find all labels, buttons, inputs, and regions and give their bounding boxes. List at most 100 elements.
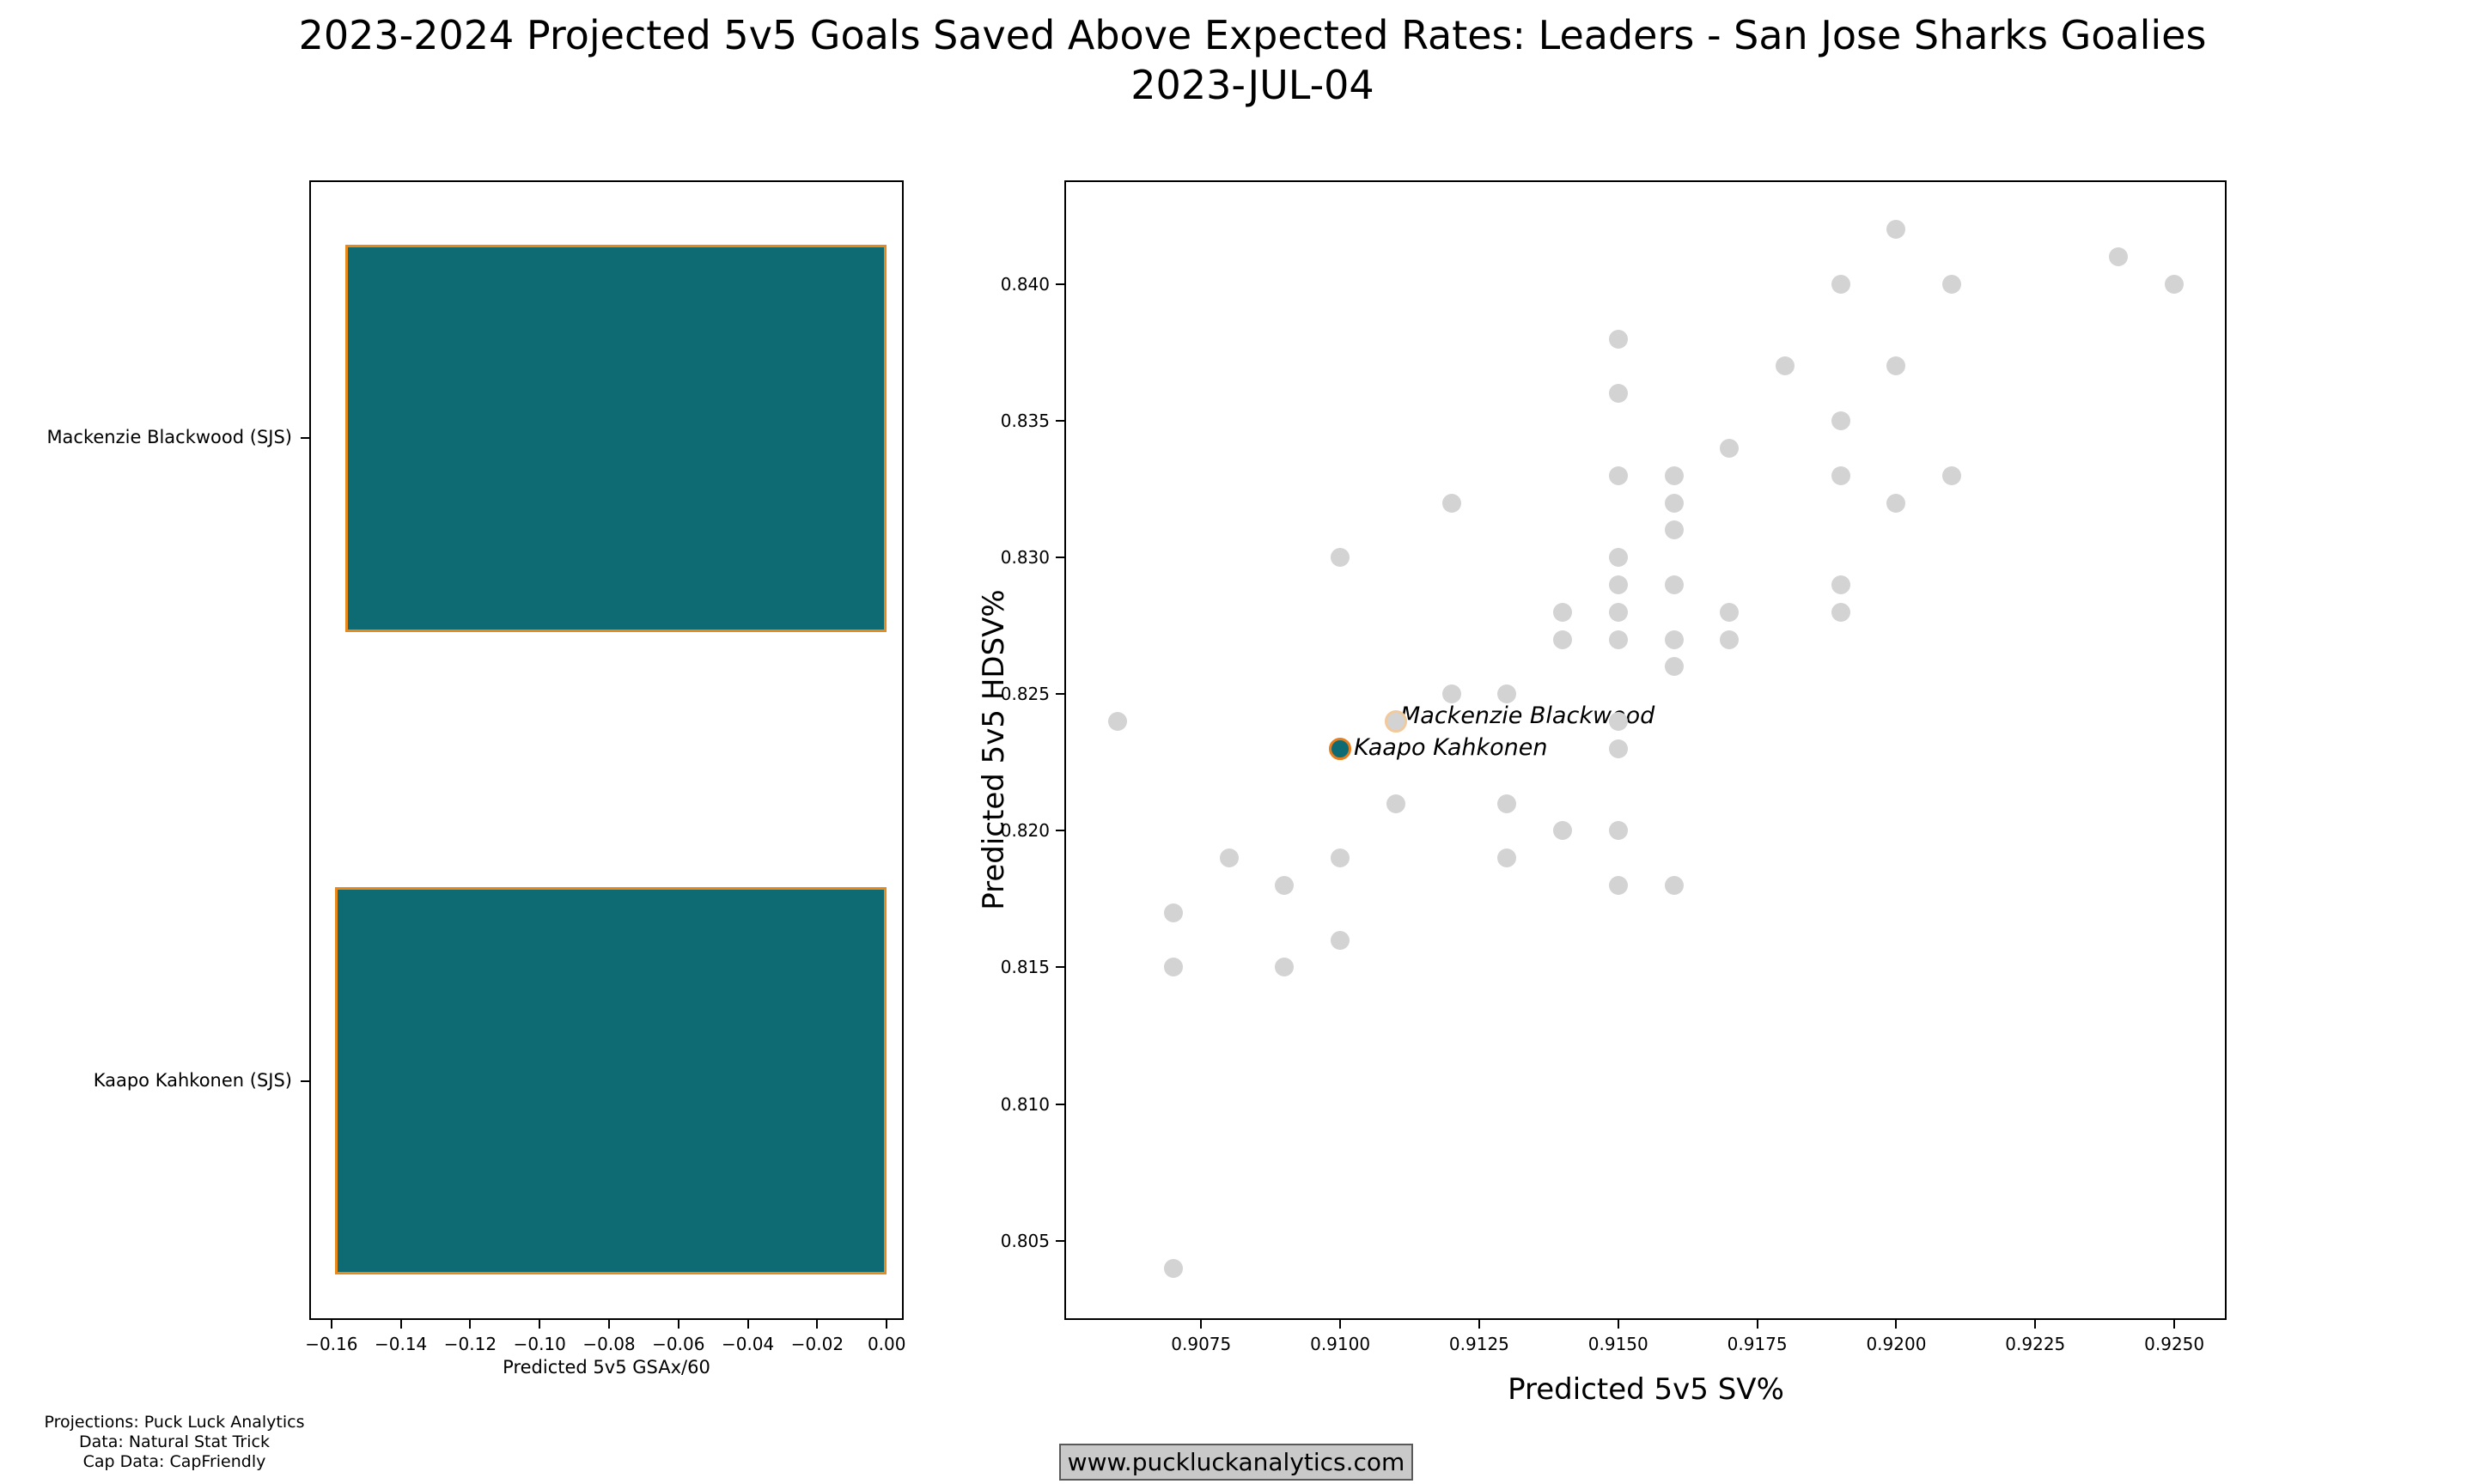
- scatter-point: [1553, 821, 1573, 841]
- bar-x-tick-label: −0.12: [443, 1334, 497, 1354]
- scatter-point: [1608, 629, 1628, 649]
- scatter-y-axis-label: Predicted 5v5 HDSV%: [977, 589, 1011, 910]
- scatter-x-tick-label: 0.9200: [1866, 1334, 1927, 1354]
- scatter-point: [1608, 384, 1628, 404]
- bar-x-tick: [539, 1320, 541, 1329]
- bar-y-tick: [301, 1080, 309, 1082]
- scatter-point: [1163, 1258, 1183, 1278]
- scatter-point: [1775, 356, 1795, 376]
- scatter-point: [1720, 602, 1740, 622]
- scatter-x-tick-label: 0.9150: [1587, 1334, 1648, 1354]
- scatter-point: [1608, 329, 1628, 349]
- bar-x-tick: [886, 1320, 888, 1329]
- bar-x-tick-label: −0.14: [374, 1334, 428, 1354]
- bar-x-tick: [330, 1320, 332, 1329]
- scatter-point: [1831, 575, 1850, 594]
- scatter-x-tick: [2173, 1320, 2176, 1329]
- bar-x-tick-label: −0.02: [790, 1334, 844, 1354]
- scatter-point: [1942, 274, 1962, 294]
- scatter-x-tick: [1617, 1320, 1619, 1329]
- scatter-y-tick: [1056, 693, 1064, 696]
- scatter-y-tick: [1056, 1103, 1064, 1105]
- bar-x-tick-label: −0.16: [305, 1334, 358, 1354]
- scatter-x-tick-label: 0.9250: [2144, 1334, 2205, 1354]
- scatter-point: [1497, 684, 1517, 704]
- scatter-point: [1608, 548, 1628, 568]
- scatter-point: [1163, 903, 1183, 922]
- scatter-point: [1275, 958, 1295, 977]
- figure-title: 2023-2024 Projected 5v5 Goals Saved Abov…: [299, 10, 2207, 110]
- scatter-point: [1608, 821, 1628, 841]
- bar-chart-x-axis-label: Predicted 5v5 GSAx/60: [503, 1357, 710, 1378]
- scatter-point: [1664, 657, 1684, 677]
- scatter-point: [1608, 876, 1628, 896]
- scatter-point: [1831, 602, 1850, 622]
- scatter-y-tick-label: 0.815: [1000, 957, 1050, 978]
- scatter-point: [1886, 356, 1906, 376]
- scatter-x-tick: [1756, 1320, 1758, 1329]
- scatter-x-tick: [1200, 1320, 1203, 1329]
- scatter-point: [1664, 520, 1684, 540]
- scatter-point: [1720, 438, 1740, 458]
- scatter-x-tick: [1478, 1320, 1480, 1329]
- bar-x-tick: [816, 1320, 819, 1329]
- scatter-point: [1831, 274, 1850, 294]
- scatter-y-tick-label: 0.835: [1000, 411, 1050, 432]
- bar-y-tick: [301, 437, 309, 440]
- scatter-point: [1108, 712, 1128, 732]
- scatter-point: [1219, 848, 1239, 868]
- scatter-point: [1664, 876, 1684, 896]
- scatter-point: [1720, 629, 1740, 649]
- scatter-point: [1331, 548, 1350, 568]
- bar-x-tick: [469, 1320, 472, 1329]
- scatter-y-tick: [1056, 830, 1064, 832]
- scatter-y-tick: [1056, 966, 1064, 969]
- scatter-point: [1942, 465, 1962, 485]
- scatter-point: [1386, 794, 1405, 813]
- scatter-point: [1831, 465, 1850, 485]
- scatter-point: [1275, 876, 1295, 896]
- scatter-point: [1831, 411, 1850, 431]
- scatter-y-tick: [1056, 1239, 1064, 1242]
- bar: [334, 887, 887, 1275]
- scatter-x-tick: [2034, 1320, 2037, 1329]
- scatter-y-tick: [1056, 283, 1064, 285]
- scatter-y-tick-label: 0.825: [1000, 684, 1050, 705]
- scatter-x-tick-label: 0.9125: [1448, 1334, 1509, 1354]
- highlighted-scatter-point: [1384, 710, 1407, 733]
- scatter-point: [1608, 602, 1628, 622]
- bar-category-label: Kaapo Kahkonen (SJS): [93, 1069, 292, 1091]
- highlighted-scatter-point: [1329, 737, 1352, 760]
- scatter-x-tick: [1895, 1320, 1898, 1329]
- scatter-point: [2109, 247, 2129, 267]
- scatter-x-axis-label: Predicted 5v5 SV%: [1508, 1372, 1784, 1407]
- scatter-y-tick: [1056, 556, 1064, 559]
- bar: [345, 244, 887, 632]
- scatter-point: [1608, 712, 1628, 732]
- scatter-y-tick-label: 0.810: [1000, 1093, 1050, 1115]
- bar-x-tick: [399, 1320, 402, 1329]
- footer-line-data: Data: Natural Stat Trick: [79, 1432, 270, 1451]
- scatter-point: [2165, 274, 2185, 294]
- scatter-point: [1664, 465, 1684, 485]
- scatter-point: [1886, 493, 1906, 513]
- scatter-x-tick-label: 0.9075: [1171, 1334, 1232, 1354]
- bar-x-tick-label: −0.10: [513, 1334, 566, 1354]
- scatter-y-tick-label: 0.830: [1000, 547, 1050, 569]
- scatter-chart: [1064, 180, 2227, 1320]
- title-line-1: 2023-2024 Projected 5v5 Goals Saved Abov…: [298, 12, 2207, 58]
- scatter-point: [1664, 575, 1684, 594]
- scatter-point: [1441, 493, 1461, 513]
- bar-x-tick: [746, 1320, 749, 1329]
- scatter-point: [1664, 629, 1684, 649]
- bar-x-tick: [677, 1320, 679, 1329]
- scatter-y-tick-label: 0.840: [1000, 273, 1050, 295]
- scatter-x-tick-label: 0.9175: [1727, 1334, 1788, 1354]
- scatter-point: [1163, 958, 1183, 977]
- scatter-point: [1441, 684, 1461, 704]
- scatter-y-tick: [1056, 420, 1064, 423]
- bar-x-tick-label: −0.08: [582, 1334, 636, 1354]
- scatter-point: [1886, 220, 1906, 240]
- footer-credits: Projections: Puck Luck Analytics Data: N…: [17, 1413, 332, 1472]
- scatter-point: [1497, 794, 1517, 813]
